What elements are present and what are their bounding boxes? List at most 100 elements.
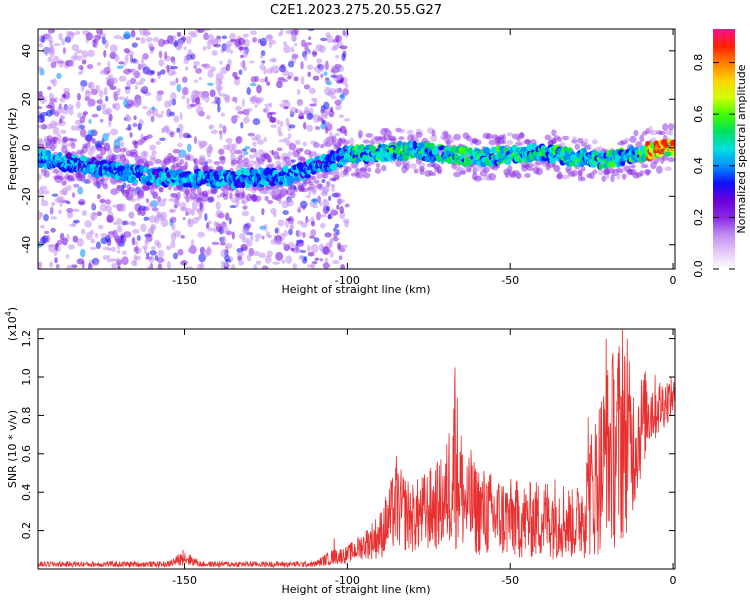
spectrogram-speckle: [222, 225, 229, 234]
spectrogram-speckle: [120, 234, 124, 244]
spectrogram-speckle: [316, 69, 321, 74]
spectrogram-halo: [570, 169, 578, 177]
spectrogram-speckle: [100, 232, 108, 238]
spectrogram-halo: [397, 128, 406, 134]
spectrogram-speckle: [80, 228, 86, 235]
spectrogram-speckle: [301, 39, 306, 48]
spectrogram-speckle: [59, 118, 63, 124]
spectrogram-speckle: [58, 59, 64, 68]
spectrogram-speckle: [312, 50, 318, 58]
spectrogram-speckle: [50, 216, 58, 220]
spectrogram-halo: [296, 180, 302, 187]
spectrogram-speckle: [219, 212, 225, 219]
spectrogram-speckle: [231, 231, 235, 240]
spectrogram-speckle: [310, 262, 316, 269]
spectrogram-speckle: [242, 49, 249, 58]
spectrogram-speckle: [188, 31, 197, 36]
spectrogram-halo: [38, 173, 42, 182]
spectrogram-speckle: [55, 264, 60, 269]
spectrogram-ridge-cell: [134, 179, 139, 184]
spectrogram-speckle: [258, 252, 266, 259]
spectrogram-speckle: [205, 115, 211, 120]
spectrogram-speckle: [38, 118, 42, 122]
spectrogram-speckle: [186, 134, 192, 139]
spectrogram-speckle: [263, 136, 267, 143]
spectrogram-speckle: [290, 221, 294, 229]
spectrogram-speckle: [305, 194, 311, 199]
spectrogram-speckle: [87, 82, 93, 89]
spectrogram-halo: [466, 167, 472, 173]
spectrogram-halo: [149, 161, 155, 167]
spectrogram-speckle: [252, 118, 261, 126]
spectrogram-speckle: [52, 127, 60, 135]
spectrogram-speckle: [334, 55, 340, 59]
spectrogram-halo: [557, 136, 562, 142]
spectrogram-y-axis-title: Frequency (Hz): [6, 108, 19, 191]
spectrogram-speckle: [173, 115, 180, 123]
spectrogram-halo: [222, 188, 229, 197]
spectrogram-speckle: [330, 208, 336, 215]
spectrogram-speckle: [303, 122, 307, 130]
chart-title: C2E1.2023.275.20.55.G27: [270, 3, 442, 18]
spectrogram-halo: [193, 162, 199, 167]
spectrogram-speckle: [306, 112, 314, 121]
spectrogram-speckle: [333, 43, 339, 50]
spectrogram-speckle: [232, 143, 237, 151]
spectrogram-speckle: [252, 250, 261, 257]
spectrogram-halo: [345, 166, 352, 172]
spectrogram-speckle: [158, 59, 165, 67]
spectrogram-speckle: [307, 71, 312, 78]
spectrogram-speckle: [141, 105, 148, 110]
spectrogram-speckle: [61, 38, 66, 46]
spectrogram-speckle: [213, 38, 222, 43]
spectrogram-speckle: [275, 251, 284, 261]
spectrogram-halo: [100, 177, 105, 185]
spectrogram-speckle: [324, 62, 330, 71]
spectrogram-speckle: [112, 103, 116, 110]
spectrogram-speckle: [260, 50, 266, 57]
spectrogram-speckle: [99, 118, 104, 123]
spectrogram-y-tick-label: -20: [20, 187, 33, 205]
spectrogram-speckle: [214, 96, 218, 104]
spectrogram-ticks: -150 -100 -50 0 -40 -20 0 20 40: [20, 29, 677, 287]
spectrogram-speckle: [99, 198, 106, 204]
spectrogram-speckle: [172, 148, 181, 154]
spectrogram-speckle: [264, 76, 268, 83]
spectrogram-speckle: [268, 42, 272, 49]
spectrogram-speckle: [72, 138, 78, 143]
spectrogram-speckle: [288, 124, 296, 129]
spectrogram-halo: [592, 169, 598, 175]
spectrogram-speckle: [225, 137, 233, 144]
spectrogram-halo: [669, 128, 674, 136]
spectrogram-speckle: [265, 34, 273, 40]
spectrogram-speckle: [216, 194, 221, 199]
spectrogram-speckle: [282, 210, 289, 216]
spectrogram-speckle: [209, 89, 216, 98]
spectrogram-speckle: [156, 242, 162, 249]
spectrogram-speckle: [117, 265, 121, 269]
spectrogram-ridge-cell: [71, 154, 79, 159]
spectrogram-halo: [357, 130, 363, 138]
colorbar-tick-label: 0.8: [692, 54, 705, 72]
spectrogram-halo: [91, 145, 97, 153]
spectrogram-speckle: [116, 88, 121, 93]
spectrogram-speckle: [244, 145, 251, 150]
spectrogram-speckle: [261, 60, 266, 64]
spectrogram-halo: [293, 187, 298, 193]
spectrogram-speckle: [199, 201, 203, 211]
spectrogram-speckle: [219, 131, 223, 141]
spectrogram-speckle: [229, 204, 237, 209]
spectrogram-speckle: [131, 228, 140, 234]
spectrogram-x-tick-label: -100: [335, 274, 360, 287]
spectrogram-halo: [509, 173, 517, 179]
spectrogram-speckle: [130, 29, 136, 38]
spectrogram-speckle: [215, 201, 221, 210]
spectrogram-speckle: [236, 252, 245, 257]
spectrogram-speckle: [264, 103, 272, 107]
spectrogram-speckle: [92, 39, 97, 48]
spectrogram-x-tick-label: 0: [670, 274, 677, 287]
spectrogram-speckle: [235, 135, 243, 144]
snr-y-multiplier: (x104): [4, 307, 19, 341]
spectrogram-speckle: [207, 69, 214, 79]
spectrogram-speckle: [290, 159, 296, 163]
